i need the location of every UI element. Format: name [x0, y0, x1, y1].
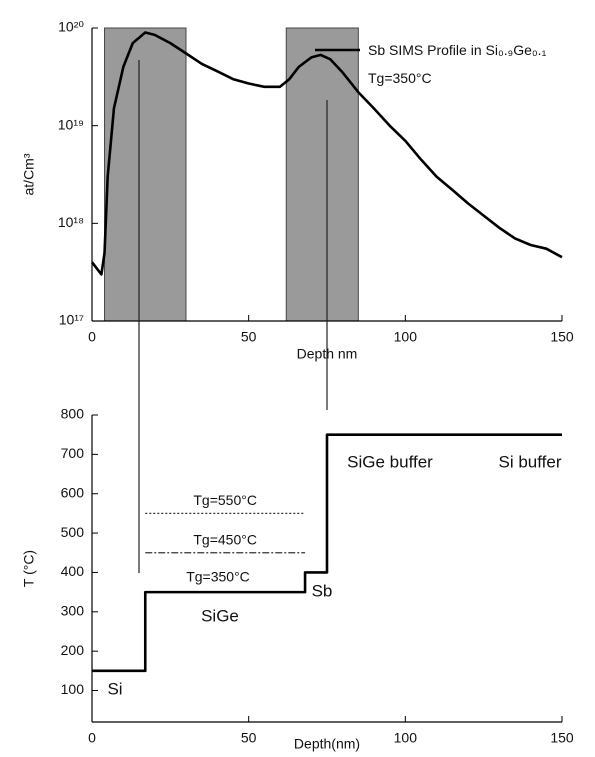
annotation: SiGe buffer — [347, 452, 433, 471]
y-tick-label: 400 — [61, 563, 85, 579]
x-tick-label: 150 — [550, 730, 574, 746]
shaded-region — [285, 27, 359, 322]
x-tick-label: 0 — [88, 730, 96, 746]
x-tick-label: 100 — [394, 329, 418, 345]
y-tick-label: 300 — [61, 602, 85, 618]
y-tick-label: 600 — [61, 484, 85, 500]
y-tick-label: 10²⁰ — [58, 19, 84, 35]
legend-label: Sb SIMS Profile in Si₀.₉Ge₀.₁ Tg=350°C — [368, 42, 547, 86]
y-tick-label: 200 — [61, 642, 85, 658]
x-tick-label: 150 — [550, 329, 574, 345]
annotation: SiGe — [201, 606, 239, 625]
y-tick-label: 100 — [61, 681, 85, 697]
y-axis-label: T (°C) — [21, 550, 37, 587]
x-tick-label: 50 — [241, 730, 257, 746]
reference-label: Tg=550°C — [193, 492, 257, 508]
data-line — [90, 31, 563, 276]
y-tick-label: 10¹⁹ — [58, 116, 84, 132]
y-tick-label: 10¹⁷ — [59, 312, 84, 328]
x-tick-label: 100 — [394, 730, 418, 746]
x-axis-label: Depth(nm) — [294, 736, 360, 752]
y-axis-label: at/Cm³ — [21, 153, 37, 195]
data-line — [92, 433, 562, 673]
annotation: Sb — [312, 581, 333, 600]
y-tick-label: 700 — [61, 445, 85, 461]
annotation: Tg=350°C — [186, 569, 250, 585]
annotation: Si — [107, 679, 122, 698]
x-tick-label: 0 — [88, 329, 96, 345]
y-tick-label: 10¹⁸ — [58, 214, 84, 230]
y-tick-label: 500 — [61, 524, 85, 540]
shaded-region — [104, 27, 187, 322]
y-tick-label: 800 — [61, 406, 85, 422]
x-tick-label: 50 — [241, 329, 257, 345]
reference-label: Tg=450°C — [193, 531, 257, 547]
annotation: Si buffer — [498, 452, 561, 471]
